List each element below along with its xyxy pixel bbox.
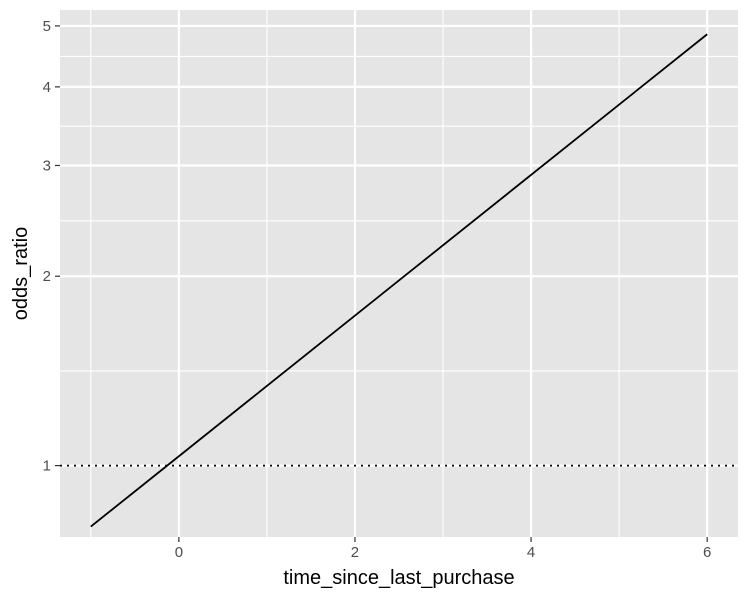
x-tick-label: 0 [175, 544, 183, 561]
major-gridlines [60, 10, 738, 537]
x-axis: 0 2 4 6 [175, 537, 711, 561]
y-tick-label: 1 [43, 458, 51, 475]
y-tick-label: 5 [43, 18, 51, 35]
y-axis-title: odds_ratio [10, 227, 32, 320]
y-tick-label: 4 [43, 79, 51, 96]
y-tick-label: 3 [43, 157, 51, 174]
minor-gridlines [60, 10, 738, 537]
x-axis-title: time_since_last_purchase [283, 567, 514, 589]
odds-ratio-series-line [90, 33, 708, 528]
x-tick-label: 2 [351, 544, 359, 561]
x-tick-label: 6 [703, 544, 711, 561]
series-layer [90, 33, 708, 528]
y-axis: 1 2 3 4 5 [43, 18, 60, 475]
plot-panel [60, 10, 738, 537]
y-tick-label: 2 [43, 268, 51, 285]
x-tick-label: 4 [527, 544, 535, 561]
